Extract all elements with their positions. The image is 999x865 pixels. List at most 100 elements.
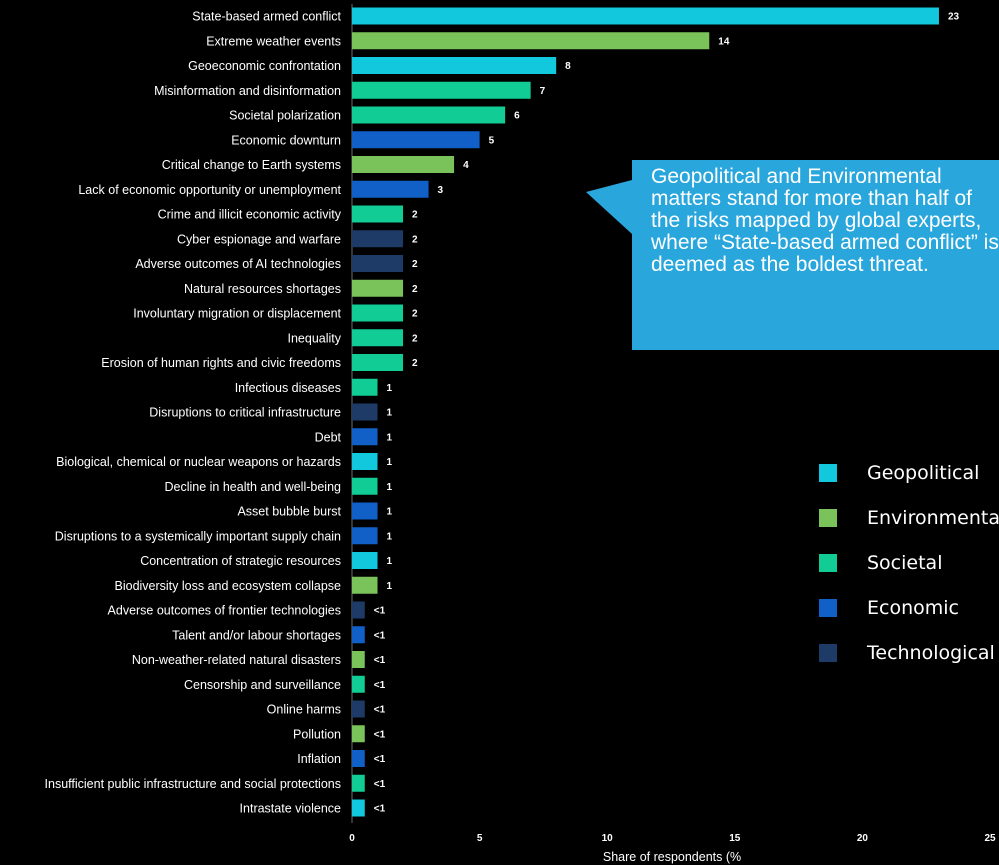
data-label: <1 [374, 705, 386, 716]
data-label: <1 [374, 804, 386, 815]
legend-swatch [819, 553, 837, 572]
data-label: 1 [387, 556, 393, 567]
bar-label: Concentration of strategic resources [140, 554, 341, 568]
data-label: 5 [489, 135, 495, 146]
legend-label: Environmental [867, 506, 999, 529]
bar [352, 180, 429, 198]
bar-label: Pollution [293, 727, 341, 741]
bar-label: Erosion of human rights and civic freedo… [101, 356, 341, 370]
data-label: 2 [412, 259, 418, 270]
bar [352, 279, 404, 297]
data-label: 1 [387, 457, 393, 468]
bar-label: Infectious diseases [235, 381, 341, 395]
bar [352, 205, 404, 223]
data-label: 2 [412, 309, 418, 320]
data-label: <1 [374, 754, 386, 765]
bar-label: Decline in health and well-being [164, 480, 341, 494]
x-tick-label: 20 [857, 833, 869, 844]
bar [352, 576, 378, 594]
bar-label: Non-weather-related natural disasters [132, 653, 341, 667]
data-label: 3 [438, 185, 444, 196]
bar-label: Economic downturn [231, 133, 341, 147]
data-label: 23 [948, 12, 960, 23]
data-label: 7 [540, 86, 546, 97]
bar-label: Talent and/or labour shortages [172, 628, 341, 642]
bar-label: Inequality [287, 331, 341, 345]
legend-swatch [819, 643, 837, 662]
bar [352, 428, 378, 446]
bar-label: Asset bubble burst [237, 505, 341, 519]
bar [352, 477, 378, 495]
bar [352, 774, 365, 792]
bar-label: Disruptions to a systemically important … [55, 529, 341, 543]
data-label: 2 [412, 333, 418, 344]
bar [352, 255, 404, 272]
bar-label: Inflation [297, 752, 341, 766]
data-label: 1 [387, 482, 393, 493]
legend-label: Societal [867, 551, 943, 574]
bar-label: Adverse outcomes of AI technologies [135, 257, 341, 271]
bar-label: Societal polarization [229, 109, 341, 123]
bar [352, 156, 455, 173]
bar [352, 131, 480, 149]
bar [352, 7, 939, 25]
bar [352, 700, 365, 718]
bar [352, 354, 404, 371]
legend-item: Geopolitical [819, 450, 999, 495]
x-tick-label: 10 [602, 833, 614, 844]
bar-label: Crime and illicit economic activity [158, 208, 342, 222]
bar [352, 32, 710, 50]
bar [352, 651, 365, 668]
x-axis-title: Share of respondents (% [603, 850, 741, 864]
legend-item: Economic [819, 585, 999, 630]
legend-swatch [819, 463, 837, 482]
bar [352, 106, 506, 124]
bar-label: Disruptions to critical infrastructure [149, 406, 341, 420]
bar [352, 675, 365, 693]
data-label: 1 [387, 408, 393, 419]
bar [352, 81, 531, 99]
x-tick-label: 0 [349, 833, 355, 844]
data-label: <1 [374, 655, 386, 666]
data-label: 1 [387, 507, 393, 518]
bar-label: Censorship and surveillance [184, 678, 341, 692]
bar [352, 329, 404, 347]
legend-item: Environmental [819, 495, 999, 540]
bar [352, 725, 365, 743]
bar [352, 378, 378, 396]
bar [352, 502, 378, 520]
data-label: <1 [374, 680, 386, 691]
data-label: 14 [718, 36, 730, 47]
callout-text: Geopolitical and Environmental matters s… [651, 165, 999, 276]
bar-label: State-based armed conflict [192, 10, 341, 24]
bar [352, 799, 365, 817]
bar-label: Adverse outcomes of frontier technologie… [108, 604, 341, 618]
data-label: <1 [374, 606, 386, 617]
bar-label: Biodiversity loss and ecosystem collapse [115, 579, 342, 593]
data-label: 1 [387, 531, 393, 542]
data-label: 1 [387, 383, 393, 394]
legend-item: Societal [819, 540, 999, 585]
bar-label: Involuntary migration or displacement [133, 307, 341, 321]
bar-label: Intrastate violence [240, 802, 341, 816]
data-label: 2 [412, 284, 418, 295]
bar [352, 750, 365, 767]
legend-label: Economic [867, 596, 959, 619]
data-label: 8 [565, 61, 571, 72]
bar-label: Geoeconomic confrontation [188, 59, 341, 73]
data-label: 2 [412, 210, 418, 221]
bar-label: Lack of economic opportunity or unemploy… [78, 183, 341, 197]
bar-label: Insufficient public infrastructure and s… [45, 777, 341, 791]
x-tick-label: 25 [984, 833, 996, 844]
bar [352, 57, 557, 74]
legend-swatch [819, 508, 837, 527]
legend-swatch [819, 598, 837, 617]
bar [352, 304, 404, 322]
data-label: <1 [374, 779, 386, 790]
bar-label: Critical change to Earth systems [162, 158, 341, 172]
bar-label: Debt [315, 430, 342, 444]
bar-label: Extreme weather events [206, 34, 341, 48]
data-label: 1 [387, 432, 393, 443]
bar [352, 527, 378, 545]
